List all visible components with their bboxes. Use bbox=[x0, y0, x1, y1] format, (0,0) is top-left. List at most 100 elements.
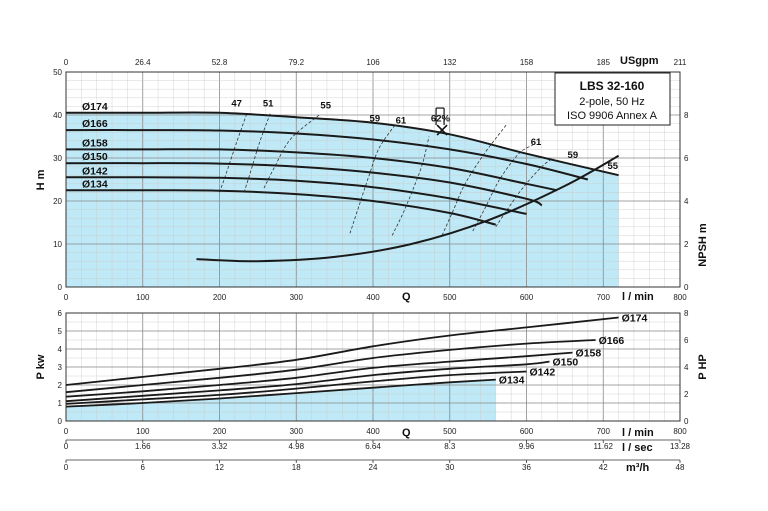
head-curve-Ø150 bbox=[65, 162, 543, 207]
lsec-tick: 1.66 bbox=[135, 442, 151, 451]
chart-subtitle-2: ISO 9906 Annex A bbox=[567, 110, 658, 122]
efficiency-iso-line bbox=[441, 123, 508, 236]
m3h-tick: 24 bbox=[369, 463, 378, 472]
hp-y-label: P HP bbox=[697, 354, 709, 379]
lmin-tick-top: 400 bbox=[366, 293, 380, 302]
head-y-tick: 40 bbox=[53, 111, 62, 120]
head-curve-Ø174 bbox=[66, 111, 619, 177]
power-y-tick: 1 bbox=[58, 399, 63, 408]
lmin-tick-top: 800 bbox=[673, 293, 687, 302]
head-curve-Ø142 bbox=[66, 176, 527, 215]
power-curve-Ø134 bbox=[65, 378, 496, 408]
usgpm-tick: 0 bbox=[64, 58, 69, 67]
head-curve-label: Ø158 bbox=[82, 137, 108, 149]
efficiency-iso-line bbox=[391, 136, 430, 236]
lmin-tick-bottom: 0 bbox=[64, 427, 69, 436]
head-curve-label: Ø174 bbox=[82, 101, 108, 113]
lsec-tick: 8.3 bbox=[444, 442, 456, 451]
efficiency-label: 59 bbox=[370, 113, 381, 124]
power-y-label: P kw bbox=[35, 354, 47, 379]
head-y-tick: 30 bbox=[53, 154, 62, 163]
lmin-tick-bottom: 600 bbox=[520, 427, 534, 436]
npsh-y-tick: 8 bbox=[684, 111, 689, 120]
power-curve-Ø158 bbox=[65, 351, 573, 398]
lmin-tick-top: 700 bbox=[597, 293, 611, 302]
lmin-tick-bottom: 300 bbox=[290, 427, 304, 436]
usgpm-tick: 52.8 bbox=[212, 58, 228, 67]
power-y-tick: 6 bbox=[58, 309, 63, 318]
power-curve-label: Ø142 bbox=[530, 367, 556, 379]
lmin-tick-top: 0 bbox=[64, 293, 69, 302]
bep-marker bbox=[435, 107, 448, 136]
head-y-label: H m bbox=[35, 169, 47, 190]
power-y-tick: 2 bbox=[58, 381, 63, 390]
npsh-y-tick: 2 bbox=[684, 240, 689, 249]
m3h-label: m³/h bbox=[626, 462, 650, 474]
power-curve-label: Ø150 bbox=[553, 357, 579, 369]
head-curve-label: Ø166 bbox=[82, 118, 108, 130]
usgpm-tick: 185 bbox=[597, 58, 611, 67]
head-curve-label: Ø134 bbox=[82, 178, 108, 190]
head-curve-Ø166 bbox=[65, 129, 589, 181]
hp-y-tick: 0 bbox=[684, 417, 689, 426]
head-y-tick: 50 bbox=[53, 68, 62, 77]
m3h-tick: 6 bbox=[141, 463, 146, 472]
head-y-tick: 20 bbox=[53, 197, 62, 206]
power-curve-label: Ø158 bbox=[576, 348, 602, 360]
efficiency-label: 61 bbox=[531, 137, 542, 148]
efficiency-label: 47 bbox=[231, 98, 242, 109]
lsec-tick: 6.64 bbox=[365, 442, 381, 451]
npsh-curve bbox=[196, 154, 620, 263]
lmin-tick-bottom: 500 bbox=[443, 427, 457, 436]
efficiency-iso-line bbox=[349, 123, 397, 234]
top-axis-unit: USgpm bbox=[620, 55, 659, 67]
efficiency-iso-line bbox=[243, 113, 271, 193]
npsh-y-tick: 4 bbox=[684, 197, 689, 206]
head-curve-Ø134 bbox=[65, 189, 497, 226]
lmin-tick-top: 600 bbox=[520, 293, 534, 302]
lmin-tick-bottom: 100 bbox=[136, 427, 150, 436]
efficiency-iso-line bbox=[219, 112, 248, 193]
head-curve-label: Ø150 bbox=[82, 151, 108, 163]
head-frame bbox=[65, 71, 681, 288]
m3h-tick: 30 bbox=[445, 463, 454, 472]
power-y-tick: 0 bbox=[58, 417, 63, 426]
lsec-tick: 9.96 bbox=[519, 442, 535, 451]
m3h-tick: 36 bbox=[522, 463, 531, 472]
head-curve-label: Ø142 bbox=[82, 165, 108, 177]
usgpm-tick: 211 bbox=[674, 58, 687, 67]
m3h-tick: 18 bbox=[292, 463, 301, 472]
efficiency-label: 55 bbox=[607, 161, 618, 172]
lsec-tick: 3.32 bbox=[212, 442, 228, 451]
q-label-bottom: Q bbox=[402, 427, 411, 439]
lmin-tick-bottom: 700 bbox=[597, 427, 611, 436]
lmin-tick-top: 100 bbox=[136, 293, 150, 302]
efficiency-iso-line bbox=[495, 157, 554, 228]
m3h-tick: 12 bbox=[215, 463, 224, 472]
hp-y-tick: 6 bbox=[684, 336, 689, 345]
m3h-tick: 48 bbox=[676, 463, 685, 472]
lmin-label-top: l / min bbox=[622, 291, 654, 303]
title-box bbox=[554, 72, 671, 126]
power-curve-label: Ø166 bbox=[599, 335, 625, 347]
lmin-label-bottom: l / min bbox=[622, 427, 654, 439]
lsec-tick: 11.62 bbox=[594, 442, 614, 451]
npsh-y-tick: 0 bbox=[684, 283, 689, 292]
head-y-tick: 0 bbox=[58, 283, 63, 292]
power-curve-Ø150 bbox=[65, 360, 550, 403]
m3h-tick: 42 bbox=[599, 463, 608, 472]
hp-y-tick: 2 bbox=[684, 390, 689, 399]
power-y-tick: 5 bbox=[58, 327, 63, 336]
power-curve-label: Ø174 bbox=[622, 313, 648, 325]
lmin-tick-top: 200 bbox=[213, 293, 227, 302]
power-frame bbox=[65, 312, 681, 422]
lmin-tick-bottom: 800 bbox=[673, 427, 687, 436]
npsh-y-tick: 6 bbox=[684, 154, 689, 163]
lsec-tick: 13.28 bbox=[670, 442, 691, 451]
usgpm-tick: 26.4 bbox=[135, 58, 151, 67]
power-curve-Ø166 bbox=[65, 339, 596, 394]
efficiency-label: 61 bbox=[396, 116, 407, 127]
chart-title: LBS 32-160 bbox=[580, 79, 645, 93]
hp-y-tick: 8 bbox=[684, 309, 689, 318]
